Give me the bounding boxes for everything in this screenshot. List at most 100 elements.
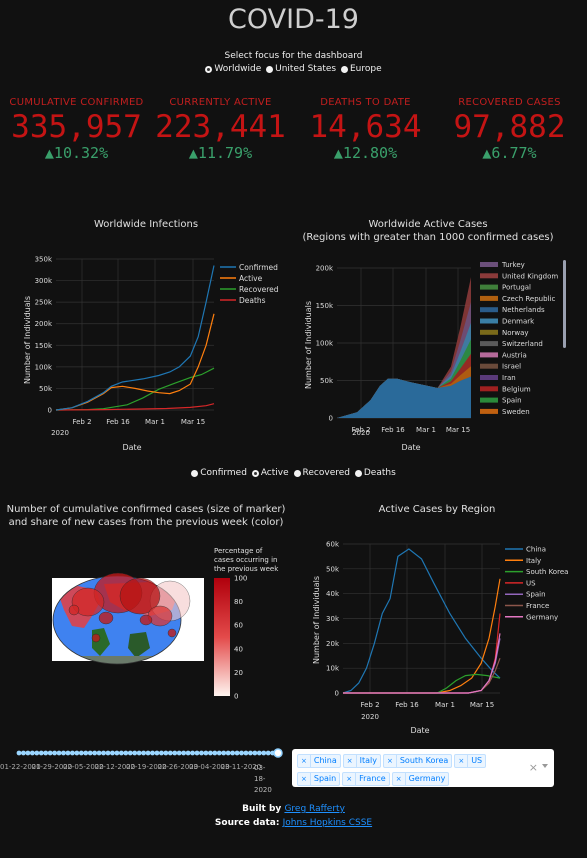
legend-item-recovered[interactable]: Recovered [239, 285, 279, 294]
radio-icon[interactable] [266, 65, 274, 73]
legend-item-deaths[interactable]: Deaths [239, 296, 266, 305]
legend-item-confirmed[interactable]: Confirmed [239, 263, 278, 272]
legend-item[interactable]: Spain [526, 591, 546, 599]
radio-selected-icon[interactable] [205, 65, 213, 73]
legend-item[interactable]: Portugal [502, 284, 531, 292]
legend-swatch [480, 273, 498, 279]
y-tick-label: 150k [35, 342, 53, 350]
x-year-label: 2020 [361, 713, 379, 721]
radio-active[interactable]: Active [251, 468, 289, 478]
kpi-delta: ▲11.79% [188, 144, 253, 162]
legend-item[interactable]: Sweden [502, 408, 530, 416]
world-map-chart[interactable]: Number of cumulative confirmed cases (si… [0, 498, 293, 708]
author-link[interactable]: Greg Rafferty [284, 804, 345, 814]
legend-swatch [480, 318, 498, 324]
legend-item[interactable]: Israel [502, 363, 521, 371]
slider-handle[interactable] [273, 748, 283, 758]
worldwide-infections-chart[interactable]: Worldwide Infections 0 50k 100k 150k 200k 250… [0, 210, 293, 460]
legend-item-active[interactable]: Active [239, 274, 263, 283]
map-marker[interactable] [98, 611, 114, 625]
legend-item[interactable]: Italy [526, 557, 541, 565]
remove-tag-icon[interactable]: × [387, 754, 397, 768]
legend-item[interactable]: China [526, 546, 546, 554]
map-marker[interactable] [71, 587, 105, 617]
radio-icon[interactable] [191, 469, 199, 477]
selected-region-tag[interactable]: × France [342, 772, 390, 786]
radio-confirmed[interactable]: Confirmed [191, 468, 247, 478]
slider-current-value: 03- 18- 2020 [254, 764, 272, 794]
map-marker[interactable] [68, 604, 80, 616]
radio-icon[interactable] [340, 65, 348, 73]
radio-icon[interactable] [293, 469, 301, 477]
map-marker[interactable] [147, 605, 173, 627]
legend-item[interactable]: Switzerland [502, 340, 543, 348]
legend-item[interactable]: Norway [502, 329, 529, 337]
radio-europe[interactable]: Europe [340, 64, 382, 74]
y-tick-label: 30k [326, 615, 340, 623]
legend-item[interactable]: Iran [502, 374, 516, 382]
radio-selected-icon[interactable] [251, 469, 259, 477]
y-tick-label: 150k [316, 302, 334, 310]
remove-tag-icon[interactable]: × [396, 772, 406, 786]
area-metric-radio-group: Confirmed Active Recovered Deaths [0, 468, 587, 480]
remove-tag-icon[interactable]: × [346, 772, 357, 786]
y-tick-label: 300k [35, 277, 53, 285]
selected-region-tag[interactable]: × South Korea [382, 754, 453, 768]
remove-tag-icon[interactable]: × [301, 754, 311, 768]
remove-tag-icon[interactable]: × [301, 772, 311, 786]
clear-selection-icon[interactable]: × [528, 761, 538, 774]
legend-item[interactable]: Netherlands [502, 306, 545, 314]
legend-item[interactable]: Turkey [501, 261, 525, 269]
map-marker[interactable] [167, 628, 177, 638]
legend-item[interactable]: Czech Republic [502, 295, 555, 303]
selected-region-tag[interactable]: × US [454, 754, 487, 768]
slider-tick-label: 01-29-2020 [31, 763, 73, 771]
kpi-delta: ▲12.80% [333, 144, 398, 162]
map-marker[interactable] [91, 633, 101, 643]
legend-item[interactable]: US [526, 579, 536, 587]
source-link[interactable]: Johns Hopkins CSSE [282, 818, 373, 828]
y-tick-label: 50k [326, 565, 340, 573]
region-multiselect[interactable]: × China × Italy × South Korea × US × Spain × France… [292, 749, 554, 787]
legend-item[interactable]: United Kingdom [502, 272, 558, 280]
selected-region-tag[interactable]: × China [297, 754, 341, 768]
colorbar-tick-label: 60 [234, 622, 243, 630]
radio-deaths[interactable]: Deaths [354, 468, 396, 478]
series-line [343, 657, 501, 694]
slider-track[interactable] [15, 748, 287, 762]
x-year-label: 2020 [352, 429, 370, 437]
y-axis-label: Number of Individuals [304, 301, 313, 389]
radio-recovered[interactable]: Recovered [293, 468, 350, 478]
legend-item[interactable]: Spain [502, 397, 522, 405]
legend-scrollbar[interactable] [563, 260, 566, 348]
legend-item[interactable]: Belgium [502, 385, 531, 393]
legend-swatch [480, 295, 498, 301]
radio-united-states[interactable]: United States [266, 64, 336, 74]
radio-icon[interactable] [354, 469, 362, 477]
worldwide-active-cases-chart[interactable]: Worldwide Active Cases (Regions with gre… [293, 210, 587, 460]
selected-region-tag[interactable]: × Spain [297, 772, 341, 786]
colorbar-tick-label: 80 [234, 598, 243, 606]
map-marker[interactable] [119, 577, 161, 615]
legend-item[interactable]: Austria [502, 351, 527, 359]
legend-item[interactable]: South Korea [526, 568, 568, 576]
chevron-down-icon[interactable] [542, 764, 548, 768]
selected-region-tag[interactable]: × Italy [342, 754, 381, 768]
legend-item[interactable]: France [526, 602, 549, 610]
legend-item[interactable]: Denmark [502, 318, 535, 326]
selected-region-tag[interactable]: × Germany [391, 772, 450, 786]
remove-tag-icon[interactable]: × [458, 754, 469, 768]
colorbar-title-line2: cases occurring in [214, 556, 277, 564]
remove-tag-icon[interactable]: × [347, 754, 357, 768]
legend-item[interactable]: Germany [526, 613, 558, 621]
chart-title-line2: and share of new cases from the previous… [9, 517, 284, 528]
y-tick-label: 100k [35, 363, 53, 371]
radio-worldwide[interactable]: Worldwide [205, 64, 261, 74]
date-slider[interactable] [15, 748, 285, 762]
map-marker[interactable] [139, 614, 153, 626]
x-axis-label: Date [122, 443, 141, 452]
focus-label: Select focus for the dashboard [224, 51, 363, 61]
chart-title: Active Cases by Region [379, 504, 496, 515]
active-cases-by-region-chart[interactable]: Active Cases by Region 0 10k 20k 30k 40k 50k 6… [293, 498, 587, 743]
kpi-delta: ▲10.32% [44, 144, 109, 162]
